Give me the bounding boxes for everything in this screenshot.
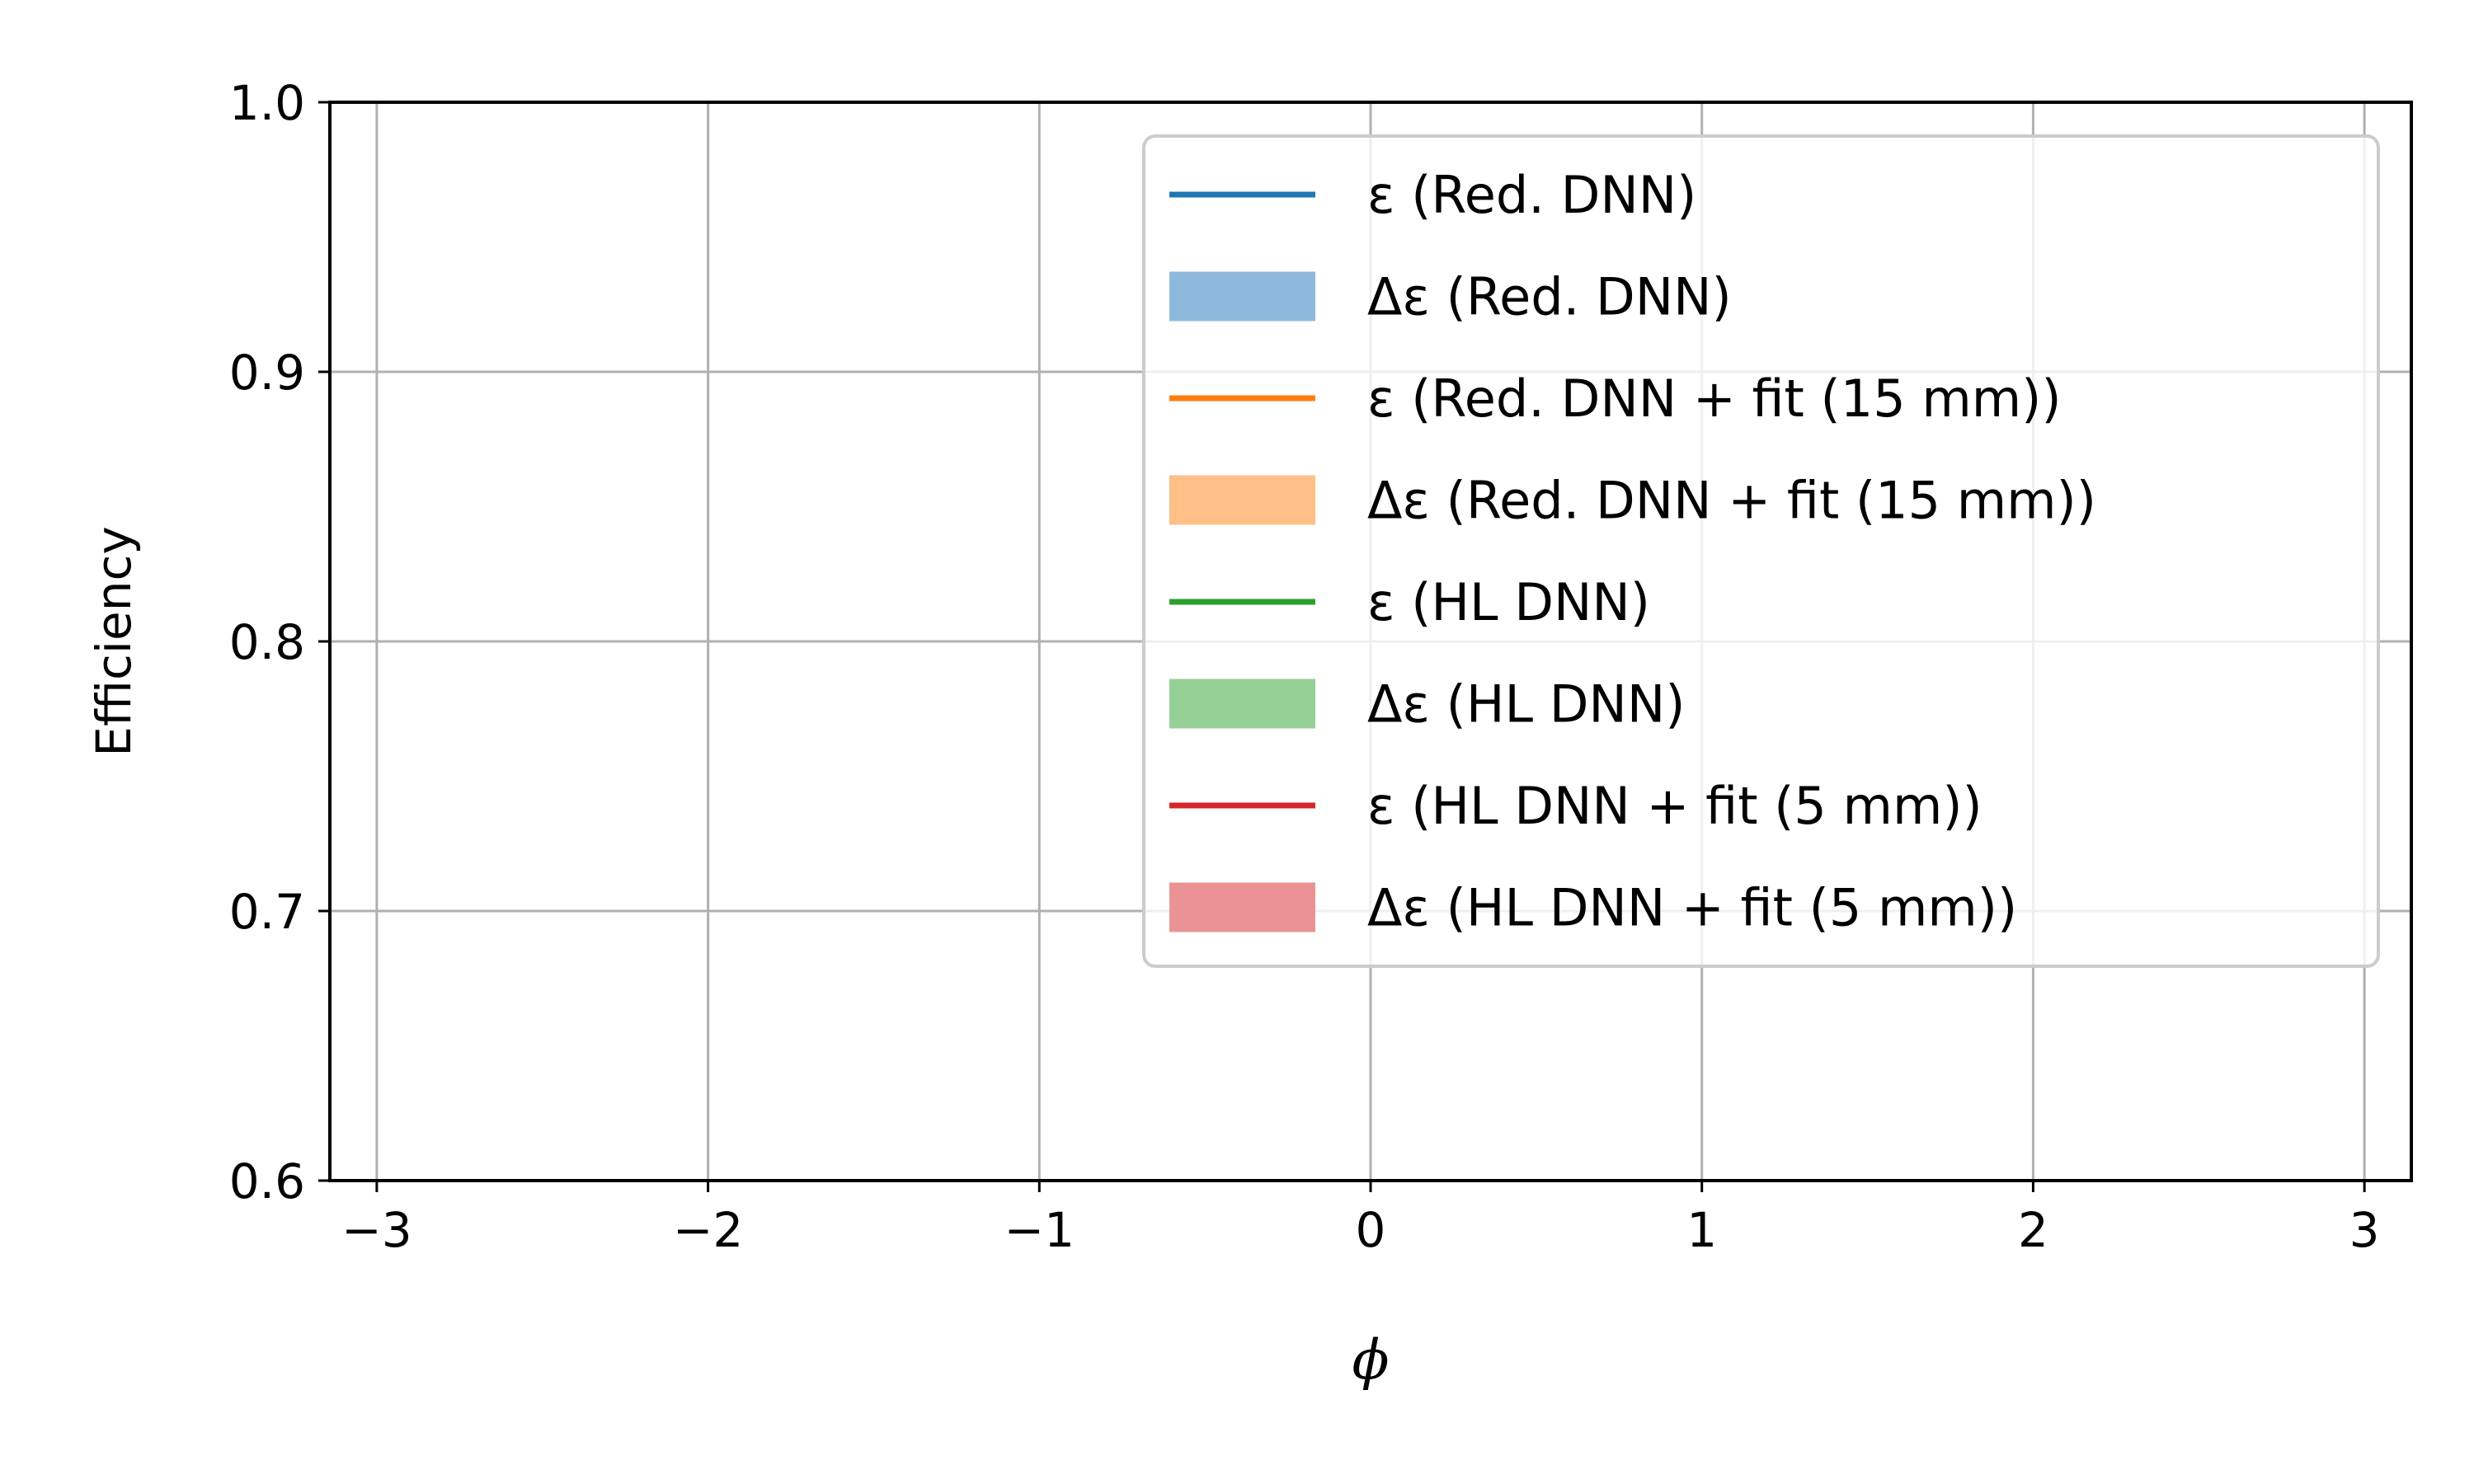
y-tick-label: 1.0 <box>229 75 305 131</box>
legend-band-handle <box>1169 475 1315 525</box>
legend-band-handle <box>1169 679 1315 729</box>
y-tick-label: 0.6 <box>229 1153 305 1209</box>
axis-ticks: −3 −2 −1 0 1 2 3 0.6 0.7 0.8 0.9 1.0 <box>229 75 2380 1258</box>
legend-band-handle <box>1169 882 1315 932</box>
legend-label: ε (Red. DNN + fit (15 mm)) <box>1367 369 2062 429</box>
x-tick-label: −3 <box>341 1202 412 1258</box>
x-tick-label: 2 <box>2018 1202 2048 1258</box>
x-tick-label: 1 <box>1686 1202 1717 1258</box>
legend-label: Δε (HL DNN) <box>1367 674 1685 735</box>
legend: ε (Red. DNN) Δε (Red. DNN) ε (Red. DNN + f… <box>1142 134 2380 968</box>
y-tick-label: 0.9 <box>229 345 305 401</box>
legend-label: ε (Red. DNN) <box>1367 165 1696 225</box>
legend-frame <box>1142 134 2380 968</box>
x-tick-label: 3 <box>2349 1202 2380 1258</box>
legend-label: Δε (Red. DNN + fit (15 mm)) <box>1367 471 2096 531</box>
legend-label: ε (HL DNN) <box>1367 572 1650 632</box>
y-tick-label: 0.8 <box>229 614 305 670</box>
legend-label: Δε (Red. DNN) <box>1367 267 1732 327</box>
legend-label: Δε (HL DNN + fit (5 mm)) <box>1367 878 2017 938</box>
x-tick-label: 0 <box>1356 1202 1386 1258</box>
y-tick-label: 0.7 <box>229 884 305 940</box>
x-tick-label: −1 <box>1004 1202 1075 1258</box>
legend-label: ε (HL DNN + fit (5 mm)) <box>1367 776 1982 836</box>
legend-band-handle <box>1169 271 1315 322</box>
x-tick-label: −2 <box>673 1202 744 1258</box>
plot-frame <box>328 101 2413 1182</box>
x-axis-label: ϕ <box>1352 1328 1390 1392</box>
y-axis-label: Efficiency <box>86 526 142 756</box>
